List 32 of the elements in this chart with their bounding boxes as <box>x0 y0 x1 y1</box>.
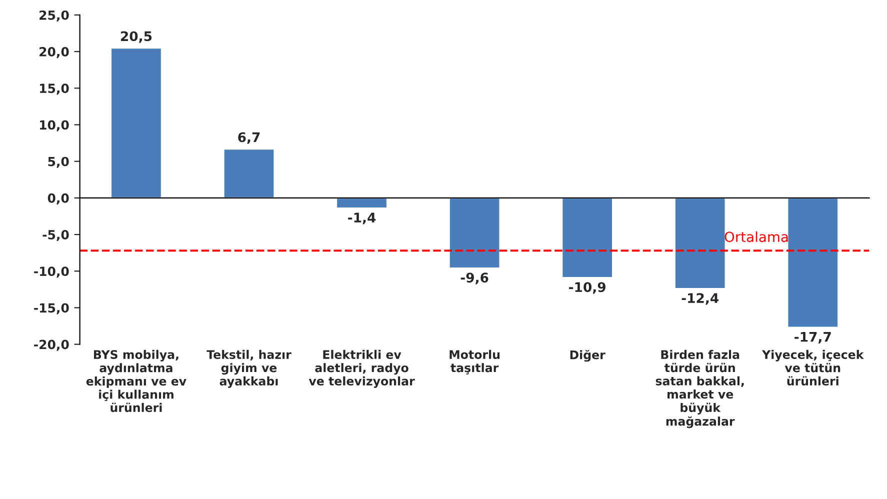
bar <box>561 197 614 278</box>
bar <box>448 197 501 269</box>
y-tick-label: -20,0 <box>34 340 69 351</box>
x-tick-label: Tekstil, hazır giyim ve ayakkabı <box>206 350 292 388</box>
bar <box>786 197 839 328</box>
data-label: 6,7 <box>238 132 260 144</box>
data-label: -1,4 <box>348 212 376 224</box>
x-tick-label: Motorlu taşıtlar <box>450 350 500 374</box>
x-tick-label: Diğer <box>570 350 606 362</box>
data-label: 20,5 <box>120 31 152 43</box>
y-tick-label: -5,0 <box>42 230 69 242</box>
bar <box>222 148 276 199</box>
y-tick-label: 5,0 <box>48 156 69 168</box>
data-label: -9,6 <box>460 272 488 284</box>
y-tick-label: 15,0 <box>40 84 69 95</box>
x-tick-label: BYS mobilya, aydınlatma ekipmanı ve ev içi kullanım ürünleri <box>86 350 186 412</box>
y-tick-label: -10,0 <box>34 266 69 278</box>
y-tick-label: 20,0 <box>40 47 69 58</box>
ref-line-label: Ortalama <box>724 231 788 242</box>
x-tick-label: Elektrikli ev aletleri, radyo ve televizyonlar <box>308 350 415 388</box>
bar <box>674 197 726 290</box>
bar <box>336 197 388 209</box>
data-label: -10,9 <box>569 282 606 294</box>
y-tick-label: 0,0 <box>48 193 69 204</box>
y-tick-label: 25,0 <box>40 10 69 22</box>
y-tick-label: -15,0 <box>34 303 69 314</box>
bar <box>110 47 162 199</box>
x-tick-label: Yiyecek, içecek ve tütün ürünleri <box>762 350 864 386</box>
data-label: -12,4 <box>682 293 719 305</box>
y-tick-label: 10,0 <box>40 120 69 132</box>
data-label: -17,7 <box>794 332 831 344</box>
x-tick-label: Birden fazla türde ürün satan bakkal, market ve büyük mağazalar <box>656 350 744 428</box>
